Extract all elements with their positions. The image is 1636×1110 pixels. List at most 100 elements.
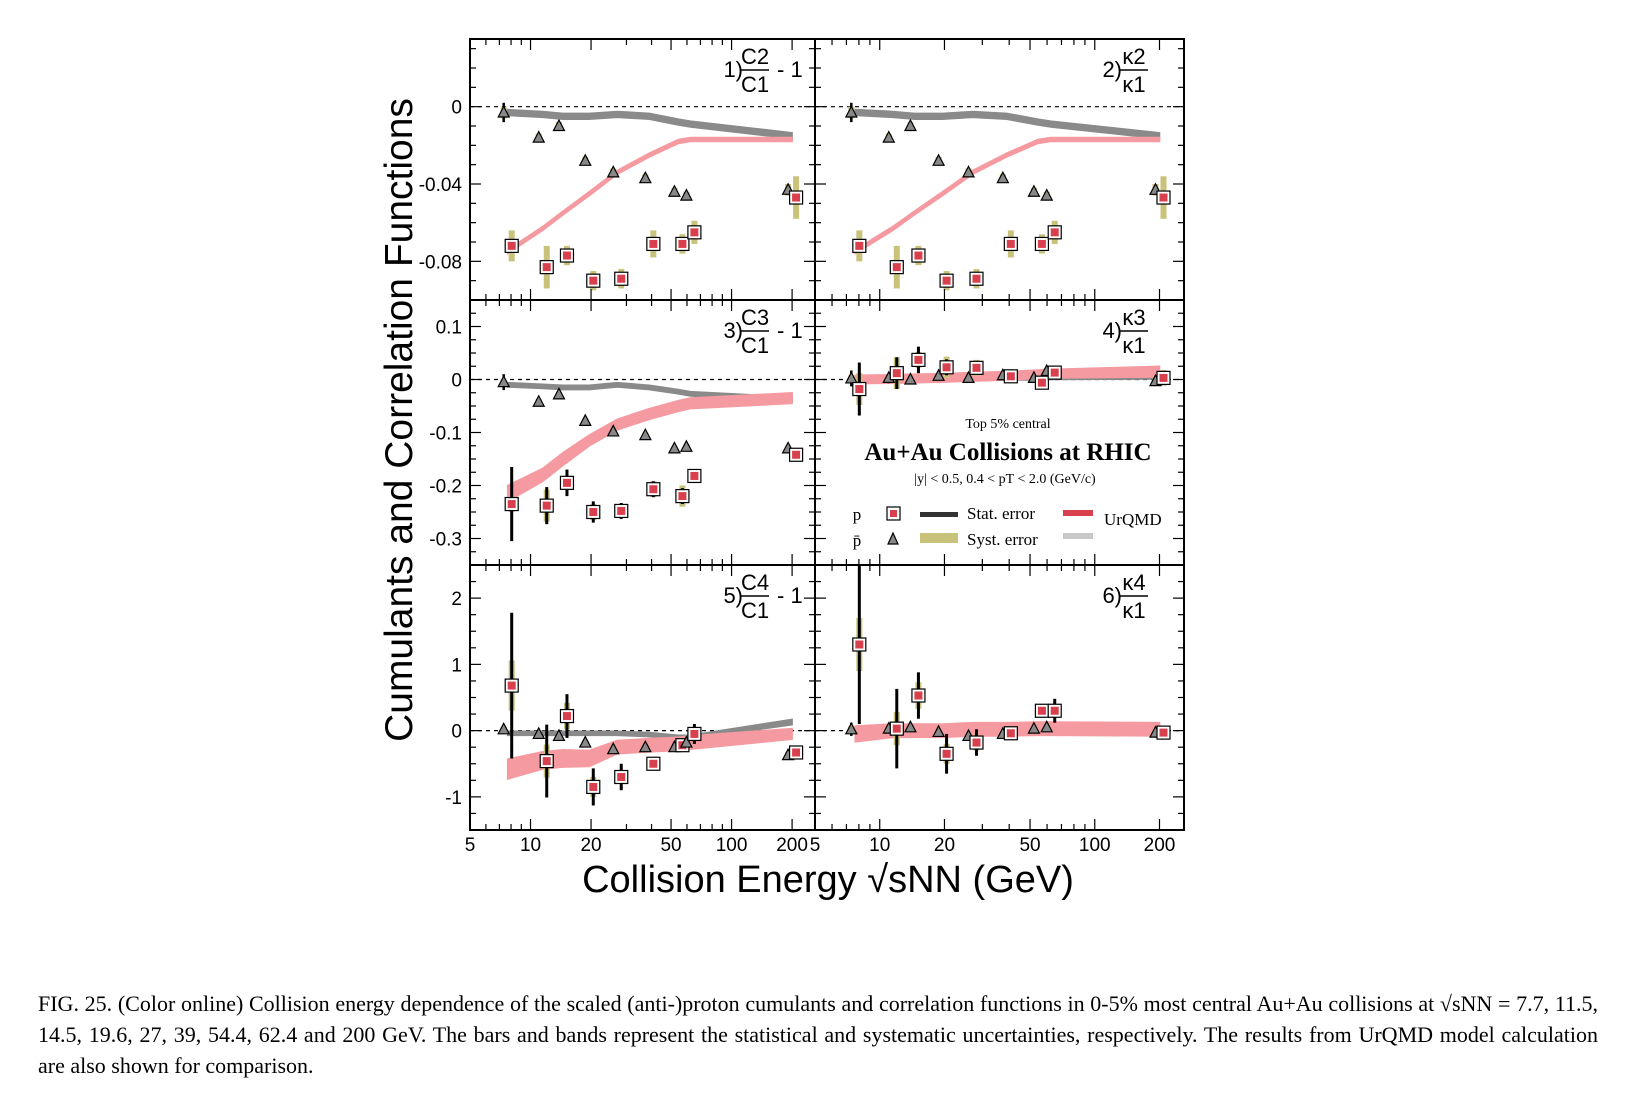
y-tick-label: -0.3: [429, 530, 462, 551]
legend-urqmd-proton-swatch: [1063, 510, 1093, 516]
proton-point-fill: [1159, 728, 1168, 737]
antiproton-point: [1040, 720, 1054, 733]
proton-point-fill: [914, 355, 923, 364]
proton-point-fill: [914, 251, 923, 260]
proton-point-fill: [617, 773, 626, 781]
y-axis-title: Cumulants and Correlation Functions: [378, 98, 421, 742]
panel-5-plot-area: [470, 612, 815, 806]
x-tick-label: 200: [1144, 835, 1176, 856]
x-tick-label: 10: [869, 835, 890, 856]
antiproton-point: [679, 188, 693, 201]
legend-urqmd-antiproton-swatch: [1063, 533, 1093, 539]
proton-point-fill: [542, 263, 551, 272]
proton-point-fill: [1159, 193, 1168, 202]
antiproton-point: [1027, 184, 1041, 197]
x-axis-title: Collision Energy √sNN (GeV): [582, 859, 1074, 901]
antiproton-point: [844, 105, 858, 118]
proton-point-fill: [1159, 373, 1168, 382]
antiproton-point: [532, 394, 546, 407]
y-tick-label: -1: [445, 788, 462, 809]
x-tick-label: 5: [810, 835, 821, 856]
ratio-numerator: C4: [741, 570, 769, 595]
ratio-numerator: κ2: [1122, 44, 1145, 69]
ratio-denominator: κ1: [1122, 333, 1145, 358]
legend-cuts: |y| < 0.5, 0.4 < pT < 2.0 (GeV/c): [914, 472, 1096, 487]
x-tick-label: 20: [934, 835, 955, 856]
proton-point-fill: [892, 263, 901, 272]
legend-stat-label: Stat. error: [967, 504, 1035, 523]
proton-point-fill: [1006, 372, 1015, 381]
antiproton-point: [552, 728, 566, 742]
ratio-numerator: C2: [741, 44, 769, 69]
urqmd-proton-band: [506, 136, 793, 256]
panel-number: 2): [1102, 57, 1122, 82]
antiproton-point: [1027, 721, 1041, 734]
antiproton-point: [638, 739, 652, 753]
y-tick-label: -0.2: [429, 477, 462, 498]
antiproton-point: [961, 165, 975, 178]
ratio-denominator: κ1: [1122, 72, 1145, 97]
panel-2: 2)κ2 κ1: [814, 38, 1185, 301]
legend-model-label: UrQMD: [1104, 510, 1162, 529]
proton-point-fill: [1050, 706, 1059, 715]
y-tick-label: 0: [451, 722, 462, 743]
proton-point-fill: [972, 738, 981, 747]
legend-title: Au+Au Collisions at RHIC: [864, 439, 1151, 466]
panel-number: 5): [723, 583, 743, 608]
proton-point-fill: [542, 501, 551, 510]
x-tick-label: 200: [776, 835, 808, 856]
antiproton-point: [996, 170, 1010, 184]
antiproton-point: [606, 424, 620, 437]
proton-point-fill: [562, 251, 571, 260]
panel-4: 4)κ3 κ1 Top 5% central Au+Au Collisions at …: [814, 299, 1185, 566]
proton-point-fill: [542, 757, 551, 766]
antiproton-point: [532, 130, 546, 143]
proton-point-fill: [1050, 228, 1059, 237]
proton-point-fill: [617, 506, 626, 515]
proton-point-fill: [1037, 706, 1046, 715]
antiproton-point: [497, 722, 511, 735]
ratio-denominator: C1: [741, 72, 769, 97]
x-tick-label: 20: [580, 835, 601, 856]
proton-point-fill: [942, 363, 951, 372]
antiproton-point: [932, 368, 946, 381]
x-tick-label: 10: [520, 835, 541, 856]
y-tick-label: -0.1: [429, 424, 462, 445]
proton-point-fill: [589, 782, 598, 791]
antiproton-point: [1040, 188, 1054, 201]
antiproton-point: [903, 372, 917, 385]
x-tick-label: 100: [1079, 835, 1111, 856]
antiproton-point: [932, 153, 946, 166]
antiproton-point: [679, 735, 693, 748]
antiproton-point: [679, 439, 693, 452]
proton-point-fill: [942, 749, 951, 758]
proton-point-fill: [1006, 239, 1015, 248]
panel-1-plot-area: [470, 102, 815, 291]
ratio-suffix: - 1: [777, 57, 803, 82]
panel-6: 5 10 20 50 100 200 6)κ4 κ1: [810, 564, 1185, 856]
proton-point-fill: [792, 450, 801, 459]
proton-point-fill: [649, 239, 658, 248]
proton-point-fill: [562, 712, 571, 721]
proton-point-fill: [972, 363, 981, 372]
panel-6-plot-area: [815, 565, 1184, 774]
y-tick-label: 1: [451, 655, 462, 676]
ratio-numerator: C3: [741, 305, 769, 330]
urqmd-proton-band: [506, 391, 793, 503]
ratio-suffix: - 1: [777, 318, 803, 343]
proton-point-fill: [507, 681, 516, 690]
proton-point-fill: [507, 500, 516, 509]
urqmd-proton-band: [854, 136, 1161, 256]
antiproton-point: [844, 722, 858, 735]
ratio-numerator: κ4: [1122, 570, 1145, 595]
proton-point-fill: [1006, 729, 1015, 738]
antiproton-point: [667, 441, 681, 454]
proton-point-fill: [690, 471, 699, 480]
proton-point-fill: [1037, 378, 1046, 387]
panel-number: 4): [1102, 318, 1122, 343]
antiproton-point: [532, 726, 546, 740]
y-tick-label: -0.08: [419, 252, 462, 273]
legend-syst-swatch: [920, 533, 958, 543]
proton-point-fill: [972, 274, 981, 283]
